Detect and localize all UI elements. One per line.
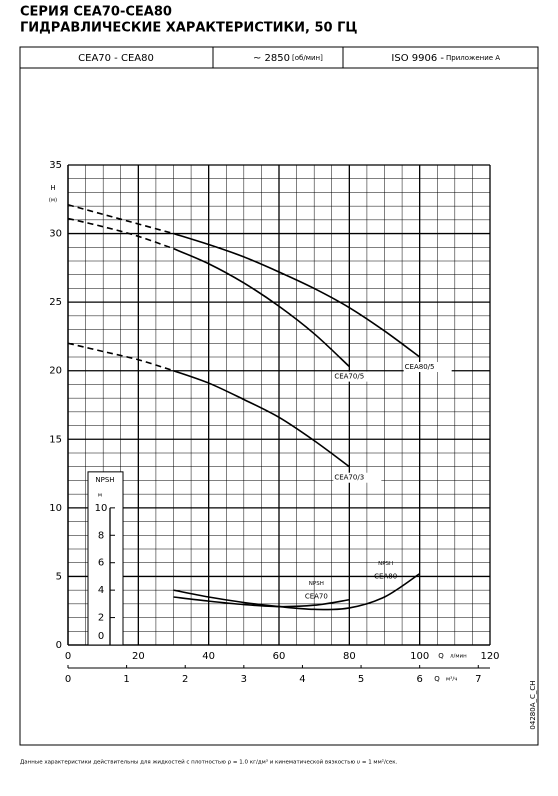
y2-tick-label: 6 <box>98 558 104 569</box>
x2-label: Q <box>434 675 440 683</box>
y2-tick-label: 10 <box>95 503 108 514</box>
annex: Приложение А <box>446 54 500 62</box>
x-tick-label: 40 <box>202 651 215 662</box>
extrapolated-curve <box>67 203 174 235</box>
curve-label: CEA80 <box>374 573 397 581</box>
y-tick-label: 30 <box>49 229 62 240</box>
x2-tick-label: 6 <box>416 674 422 685</box>
label-bg <box>403 362 452 372</box>
y2-tick-label: 0 <box>98 631 104 642</box>
label-bg <box>333 371 382 382</box>
x-tick-label: 0 <box>65 651 71 662</box>
y-tick-label: 20 <box>49 366 62 377</box>
title-line-2: ГИДРАВЛИЧЕСКИЕ ХАРАКТЕРИСТИКИ, 50 ГЦ <box>20 21 357 36</box>
x2-tick-label: 5 <box>358 674 364 685</box>
x2-tick-label: 7 <box>475 674 481 685</box>
standard: ISO 9906 - <box>391 53 444 64</box>
y2-tick-label: 2 <box>98 613 104 624</box>
model: CEA70 - CEA80 <box>78 53 154 64</box>
x-tick-label: 60 <box>273 651 286 662</box>
speed: ~ 2850 <box>253 53 290 64</box>
x2-tick-label: 4 <box>299 674 305 685</box>
curve-label: CEA70/3 <box>334 474 364 482</box>
y2-tick-label: 8 <box>98 530 104 541</box>
y-tick-label: 35 <box>49 160 62 171</box>
curve-label: CEA80/5 <box>405 363 435 371</box>
curve-label-prefix: NPSH <box>309 581 324 587</box>
x-unit: л/мин <box>450 654 467 660</box>
y-label: H <box>50 184 55 192</box>
frame <box>19 46 539 746</box>
curve <box>173 573 421 611</box>
curve-label-prefix: NPSH <box>378 561 393 567</box>
curve <box>173 596 350 608</box>
x-tick-label: 100 <box>410 651 429 662</box>
x2-tick-label: 2 <box>182 674 188 685</box>
x-label: Q <box>438 652 444 660</box>
x-tick-label: 80 <box>343 651 356 662</box>
label-bg <box>333 472 382 483</box>
y-tick-label: 0 <box>56 640 62 651</box>
title-line-1: СЕРИЯ CEA70-CEA80 <box>20 5 172 20</box>
curve <box>173 232 421 358</box>
y-unit: (м) <box>49 198 57 204</box>
y-tick-label: 5 <box>56 571 62 582</box>
x-tick-label: 120 <box>480 651 499 662</box>
extrapolated-curve <box>67 217 174 250</box>
curve <box>173 369 350 468</box>
extrapolated-curve <box>67 342 174 372</box>
y2-label: NPSH <box>95 476 114 484</box>
drawing-code: 04280A_C_CH <box>529 680 537 729</box>
y-tick-label: 25 <box>49 297 62 308</box>
footnote: Данные характеристики действительны для … <box>20 759 398 766</box>
y-tick-label: 10 <box>49 503 62 514</box>
npsh-box <box>87 471 124 646</box>
speed-unit: [об/мин] <box>292 54 323 62</box>
x2-tick-label: 1 <box>123 674 129 685</box>
x-tick-label: 20 <box>132 651 145 662</box>
y-tick-label: 15 <box>49 434 62 445</box>
curve <box>173 247 350 368</box>
x2-tick-label: 3 <box>241 674 247 685</box>
x2-tick-label: 0 <box>65 674 71 685</box>
curve-label: CEA70 <box>305 593 328 601</box>
y2-unit: м <box>98 492 102 498</box>
x2-unit: м³/ч <box>446 676 457 683</box>
y2-tick-label: 4 <box>98 585 104 596</box>
curve-label: CEA70/5 <box>334 373 364 381</box>
